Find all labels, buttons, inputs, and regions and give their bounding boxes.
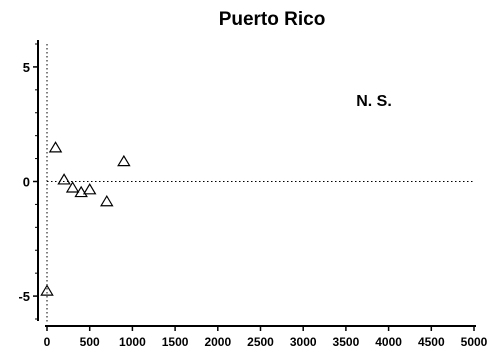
x-tick-label: 4000 bbox=[375, 335, 402, 349]
x-tick-label: 2000 bbox=[204, 335, 231, 349]
x-tick-label: 4500 bbox=[418, 335, 445, 349]
x-tick-label: 3000 bbox=[290, 335, 317, 349]
x-tick-label: 0 bbox=[44, 335, 51, 349]
data-point bbox=[40, 284, 54, 296]
chart-annotation: N. S. bbox=[356, 93, 392, 110]
data-point bbox=[48, 141, 63, 153]
x-tick-label: 5000 bbox=[461, 335, 488, 349]
y-tick-label: -5 bbox=[18, 289, 30, 304]
data-point bbox=[57, 173, 71, 185]
chart-title: Puerto Rico bbox=[219, 9, 326, 30]
x-tick-label: 1500 bbox=[162, 335, 189, 349]
data-point bbox=[117, 154, 131, 167]
y-tick-label: 0 bbox=[23, 175, 30, 190]
ticks: -5 0 5 0 500 1000 1500 2000 2500 3000 3500 4000 4500… bbox=[18, 43, 488, 349]
y-tick-label: 5 bbox=[23, 60, 30, 75]
axes bbox=[37, 40, 476, 327]
x-tick-label: 1000 bbox=[119, 335, 146, 349]
data-points bbox=[40, 141, 131, 296]
x-tick-label: 2500 bbox=[247, 335, 274, 349]
reference-lines bbox=[46, 44, 474, 323]
data-point bbox=[65, 181, 80, 193]
data-point bbox=[100, 194, 114, 207]
x-tick-label: 3500 bbox=[333, 335, 360, 349]
data-point bbox=[74, 185, 88, 198]
data-point bbox=[82, 183, 97, 195]
x-tick-label: 500 bbox=[80, 335, 100, 349]
